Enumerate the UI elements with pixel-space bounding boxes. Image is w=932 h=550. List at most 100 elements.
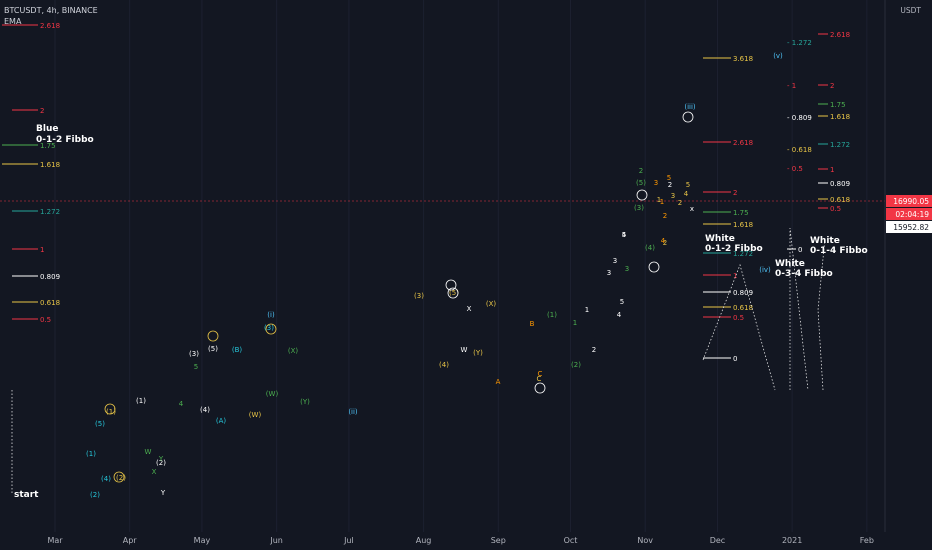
wave-label: (2) <box>571 361 581 369</box>
indicator-label[interactable]: EMA <box>4 17 22 26</box>
wave-circle <box>636 189 648 201</box>
wave-label: (3) <box>189 350 199 358</box>
x-tick-label: Jun <box>269 536 283 545</box>
wave-label: X <box>152 468 157 476</box>
fib-level-label: - 0.5 <box>787 165 803 173</box>
wave-label: (W) <box>266 390 279 398</box>
x-tick-label: Sep <box>491 536 506 545</box>
fib-level-label: 1.272 <box>40 208 60 216</box>
wave-label: (1) <box>547 311 557 319</box>
wave-label: (3) <box>634 204 644 212</box>
fib-level-label: 0 <box>798 246 802 254</box>
wave-label: A <box>496 378 501 386</box>
fib-level-label: 0.618 <box>830 196 850 204</box>
price-axis[interactable]: 3000.004000.005000.006000.007000.008000.… <box>884 0 932 532</box>
fib-level-label: 1.272 <box>830 141 850 149</box>
projection-path <box>789 227 809 391</box>
wave-label: 4 <box>661 237 666 245</box>
fib-level-label: - 1.272 <box>787 39 812 47</box>
fib-level-label: 2.618 <box>733 139 753 147</box>
wave-label: 5 <box>667 174 671 182</box>
white-014-title: White <box>810 236 840 246</box>
wave-label: (3) <box>264 324 274 332</box>
x-tick-label: Mar <box>47 536 63 545</box>
wave-label: 2 <box>663 239 667 247</box>
white-014-sub: 0-1-4 Fibbo <box>810 246 868 256</box>
wave-label: Y <box>160 489 166 497</box>
symbol-label[interactable]: BTCUSDT, 4h, BINANCE <box>4 6 98 15</box>
wave-label: (v) <box>773 52 783 60</box>
chart-legend: BTCUSDT, 4h, BINANCE EMA <box>4 5 98 27</box>
wave-label: (2) <box>90 491 100 499</box>
white-034-title: White <box>775 259 805 269</box>
wave-label: (4) <box>439 361 449 369</box>
wave-circle <box>447 287 459 299</box>
wave-label: 2 <box>678 199 682 207</box>
time-axis[interactable]: Mar Apr May Jun Jul Aug Sep Oct Nov Dec 2021 Feb <box>47 536 873 545</box>
fib-level-label: 1.272 <box>733 250 753 258</box>
wave-label: 1 <box>573 319 577 327</box>
wave-circle <box>104 403 116 415</box>
fib-level-label: 2.618 <box>830 31 850 39</box>
annotation-boxes <box>11 227 826 493</box>
fib-level-label: 2 <box>733 189 737 197</box>
wave-label: (2) <box>156 459 166 467</box>
x-tick-label: Dec <box>710 536 725 545</box>
wave-label: W <box>145 448 152 456</box>
wave-circle <box>682 111 694 123</box>
wave-label: 5 <box>620 298 624 306</box>
wave-label: 3 <box>607 269 611 277</box>
wave-label: x <box>690 205 694 213</box>
white-012-sub: 0-1-2 Fibbo <box>705 244 763 254</box>
white-034-sub: 0-3-4 Fibbo <box>775 269 833 279</box>
wave-label: (X) <box>288 347 299 355</box>
wave-label: 1 <box>585 306 589 314</box>
wave-label: (W) <box>249 411 262 419</box>
fib-level-label: 0.809 <box>830 180 850 188</box>
wave-label: (5) <box>449 289 459 297</box>
wave-label: 3 <box>654 179 658 187</box>
wave-label: (A) <box>216 417 227 425</box>
wave-circle <box>265 323 277 335</box>
wave-label: 3 <box>671 192 675 200</box>
wave-label: (1) <box>136 397 146 405</box>
fib-level-label: 1 <box>733 272 737 280</box>
fib-level-label: - 0.809 <box>787 114 812 122</box>
wave-circle <box>207 330 219 342</box>
wave-label: (1) <box>106 408 116 416</box>
blue-title: Blue <box>36 124 58 134</box>
price-tag-bg <box>886 208 932 220</box>
x-tick-label: Apr <box>123 536 138 545</box>
fib-level-label: 1.618 <box>733 221 753 229</box>
wave-label: (iv) <box>759 266 771 274</box>
wave-label: (ii) <box>348 408 358 416</box>
fib-level-label: 0.5 <box>830 205 841 213</box>
wave-label: (5) <box>636 179 646 187</box>
fibonacci-levels: 2.61821.751.6181.27210.8090.6180.52.6182… <box>0 22 885 363</box>
wave-circle <box>445 279 457 291</box>
fib-level-label: 0.5 <box>40 316 51 324</box>
wave-label: 4 <box>622 231 627 239</box>
fib-level-label: 1.75 <box>40 142 56 150</box>
fib-level-label: - 0.618 <box>787 146 812 154</box>
price-tag-label: 15952.82 <box>893 223 929 232</box>
x-tick-label: Aug <box>416 536 432 545</box>
wave-label: X <box>467 305 472 313</box>
fib-level-label: 2 <box>830 82 834 90</box>
wave-label: (iii) <box>684 103 696 111</box>
blue-sub: 0-1-2 Fibbo <box>36 135 94 145</box>
x-tick-label: Oct <box>564 536 578 545</box>
fib-level-label: 0.618 <box>40 299 60 307</box>
wave-label: (2) <box>116 474 126 482</box>
fib-level-label: - 1 <box>787 82 796 90</box>
wave-label: 1 <box>660 198 664 206</box>
fib-level-label: 3.618 <box>733 55 753 63</box>
wave-label: (Y) <box>473 349 483 357</box>
wave-label: (5) <box>208 345 218 353</box>
price-tag-label: 02:04:19 <box>895 210 929 219</box>
wave-label: 2 <box>668 181 672 189</box>
wave-label: B <box>530 320 535 328</box>
wave-label: (5) <box>95 420 105 428</box>
